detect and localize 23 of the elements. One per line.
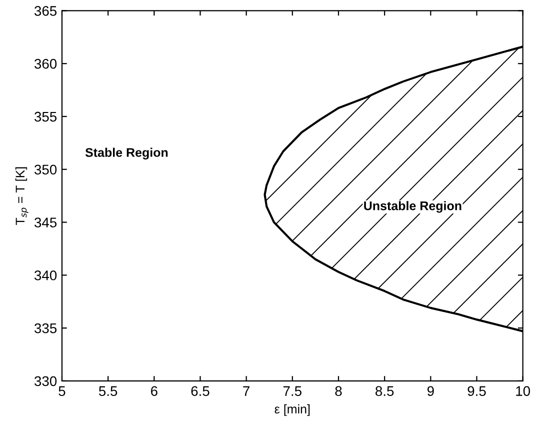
y-tick-label: 355 (34, 112, 57, 122)
y-tick-label: 335 (34, 323, 57, 334)
annotation: Unstable Region (364, 201, 462, 213)
y-axis-title: T$_{sp}$ = T [K] (15, 167, 28, 225)
x-tick-label: 8 (335, 386, 342, 396)
y-tick-label: 350 (34, 164, 57, 175)
annotation: Stable Region (85, 148, 168, 160)
y-tick-label: 360 (34, 58, 57, 69)
x-tick-label: 6.5 (191, 386, 210, 396)
y-tick-label: 340 (34, 270, 57, 280)
x-tick-label: 5.5 (98, 386, 118, 396)
x-tick-label: 5 (58, 386, 66, 396)
x-tick-label: 7.5 (283, 386, 302, 396)
x-tick-label: 10 (516, 386, 530, 396)
x-tick-label: 9 (427, 386, 434, 396)
y-tick-label: 330 (34, 376, 57, 386)
x-tick-label: 7 (243, 386, 250, 396)
x-axis-title: ε [min] (274, 404, 310, 416)
x-tick-label: 9.5 (468, 386, 486, 396)
x-tick-label: 6 (151, 386, 158, 396)
y-tick-label: 345 (34, 218, 57, 228)
y-tick-label: 365 (34, 6, 57, 16)
x-tick-label: 8.5 (376, 386, 394, 396)
